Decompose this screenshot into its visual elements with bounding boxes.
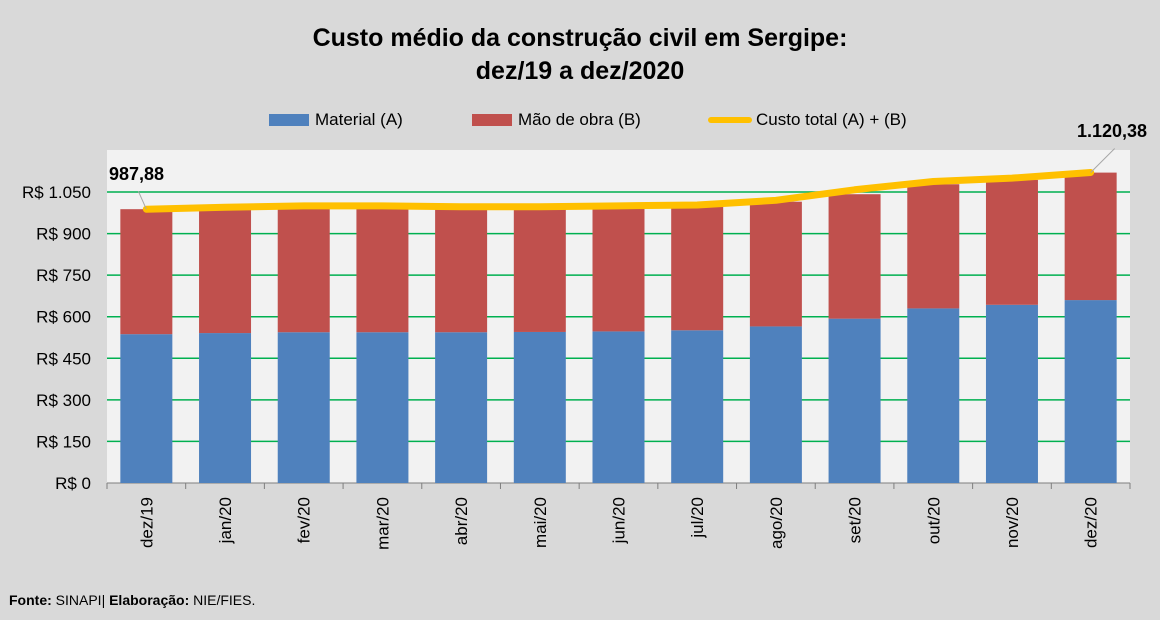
chart-legend: Material (A) Mão de obra (B) Custo total… (0, 110, 1160, 134)
bar-mao-de-obra (828, 194, 881, 319)
bar-mao-de-obra (749, 201, 802, 327)
y-tick-label: R$ 0 (55, 474, 91, 493)
x-tick-label: nov/20 (1003, 497, 1022, 548)
bar-mao-de-obra (671, 206, 724, 331)
legend-label-material: Material (A) (315, 110, 403, 129)
x-tick-label: jan/20 (216, 497, 235, 544)
bar-material (435, 332, 488, 483)
data-label: 987,88 (109, 164, 164, 184)
chart-title-line-1: Custo médio da construção civil em Sergi… (312, 24, 848, 52)
legend-label-custo-total: Custo total (A) + (B) (756, 110, 907, 129)
footer-elaboracao-value: NIE/FIES. (189, 592, 256, 608)
bar-mao-de-obra (907, 184, 960, 309)
bar-mao-de-obra (199, 208, 252, 334)
bar-mao-de-obra (985, 179, 1038, 305)
bar-material (199, 333, 252, 483)
data-label: 1.120,38 (1077, 121, 1147, 141)
bar-mao-de-obra (513, 208, 566, 332)
data-label-leader (1090, 148, 1116, 173)
chart-title: Custo médio da construção civil em Sergi… (0, 22, 1160, 88)
chart-title-line-2: dez/19 a dez/2020 (475, 57, 685, 85)
bar-mao-de-obra (592, 207, 645, 332)
footer-elaboracao-label: Elaboração: (109, 592, 190, 608)
legend-item-material: Material (A) (269, 110, 403, 130)
bar-mao-de-obra (1064, 172, 1117, 301)
legend-swatch-material (269, 114, 309, 126)
footer-source: Fonte: SINAPI| Elaboração: NIE/FIES. (9, 592, 255, 608)
bar-mao-de-obra (277, 207, 330, 333)
x-tick-label: dez/19 (137, 497, 156, 548)
y-tick-label: R$ 900 (36, 225, 91, 244)
bar-mao-de-obra (356, 207, 409, 333)
data-label-leader (137, 191, 147, 210)
bar-material (513, 331, 566, 483)
bar-material (985, 304, 1038, 483)
bar-material (907, 308, 960, 483)
y-tick-label: R$ 750 (36, 266, 91, 285)
y-tick-label: R$ 150 (36, 432, 91, 451)
bar-material (671, 330, 724, 483)
x-tick-label: out/20 (924, 497, 943, 544)
footer-separator: | (101, 592, 110, 608)
legend-item-mao-de-obra: Mão de obra (B) (472, 110, 641, 130)
y-tick-label: R$ 600 (36, 308, 91, 327)
bar-material (749, 326, 802, 483)
x-tick-label: set/20 (846, 497, 865, 543)
x-tick-label: jul/20 (688, 497, 707, 539)
y-tick-label: R$ 300 (36, 391, 91, 410)
y-tick-label: R$ 1.050 (22, 183, 91, 202)
legend-swatch-mao-de-obra (472, 114, 512, 126)
x-tick-label: mar/20 (373, 497, 392, 550)
x-tick-label: mai/20 (531, 497, 550, 548)
legend-label-mao-de-obra: Mão de obra (B) (518, 110, 641, 129)
bar-material (828, 318, 881, 483)
legend-item-custo-total: Custo total (A) + (B) (708, 110, 907, 130)
bar-mao-de-obra (120, 209, 173, 335)
x-tick-label: dez/20 (1082, 497, 1101, 548)
x-tick-label: fev/20 (295, 497, 314, 543)
line-custo-total (142, 168, 1095, 213)
x-tick-label: ago/20 (767, 497, 786, 549)
y-tick-label: R$ 450 (36, 349, 91, 368)
footer-fonte-label: Fonte: (9, 592, 52, 608)
bar-material (1064, 300, 1117, 483)
legend-swatch-custo-total (708, 117, 752, 123)
bar-mao-de-obra (435, 208, 488, 333)
footer-fonte-value: SINAPI (51, 592, 102, 608)
bar-material (356, 332, 409, 483)
bar-material (592, 331, 645, 483)
bar-material (120, 334, 173, 483)
x-tick-label: abr/20 (452, 497, 471, 545)
bar-material (277, 332, 330, 483)
x-tick-label: jun/20 (610, 497, 629, 544)
